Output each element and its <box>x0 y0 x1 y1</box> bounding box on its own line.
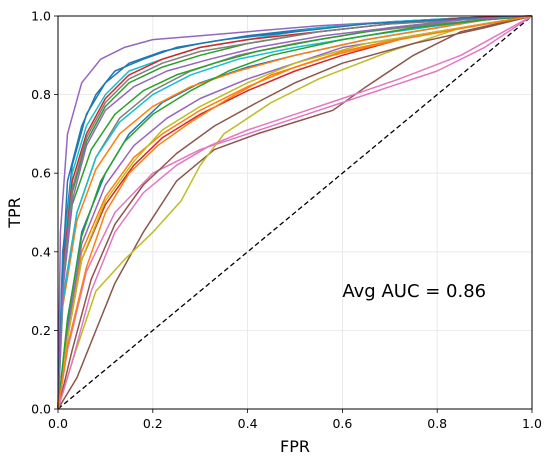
roc-curve-24 <box>57 15 533 410</box>
roc-curve-17 <box>57 15 533 410</box>
y-axis-ticks: 0.0 0.2 0.4 0.6 0.8 1.0 <box>31 9 58 417</box>
x-tick-label: 1.0 <box>522 416 542 431</box>
y-tick-label: 0.4 <box>31 244 51 259</box>
x-tick-label: 0.4 <box>238 416 258 431</box>
y-tick-label: 1.0 <box>31 9 51 24</box>
diagonal-line <box>57 15 533 410</box>
roc-curve-6 <box>57 15 533 410</box>
x-tick-label: 0.2 <box>143 416 163 431</box>
y-tick-label: 0.0 <box>31 402 51 417</box>
chance-diagonal <box>57 15 533 410</box>
y-axis-label: TPR <box>5 197 24 229</box>
roc-curve-19 <box>57 15 533 410</box>
roc-curves <box>57 15 533 410</box>
x-axis-label: FPR <box>280 437 310 456</box>
x-axis-ticks: 0.0 0.2 0.4 0.6 0.8 1.0 <box>48 409 542 431</box>
roc-curve-23 <box>57 15 533 410</box>
roc-curve-22 <box>57 15 533 410</box>
y-tick-label: 0.2 <box>31 323 51 338</box>
roc-curve-12 <box>57 15 533 410</box>
roc-curve-18 <box>57 15 533 410</box>
roc-curve-16 <box>57 15 533 410</box>
x-tick-label: 0.8 <box>427 416 447 431</box>
x-tick-label: 0.6 <box>332 416 352 431</box>
y-tick-label: 0.6 <box>31 166 51 181</box>
y-tick-label: 0.8 <box>31 87 51 102</box>
x-tick-label: 0.0 <box>48 416 68 431</box>
roc-curve-7 <box>57 15 533 410</box>
roc-curve-9 <box>57 15 533 410</box>
avg-auc-annotation: Avg AUC = 0.86 <box>342 281 486 302</box>
roc-curve-21 <box>57 15 533 410</box>
plot-frame <box>57 15 533 410</box>
